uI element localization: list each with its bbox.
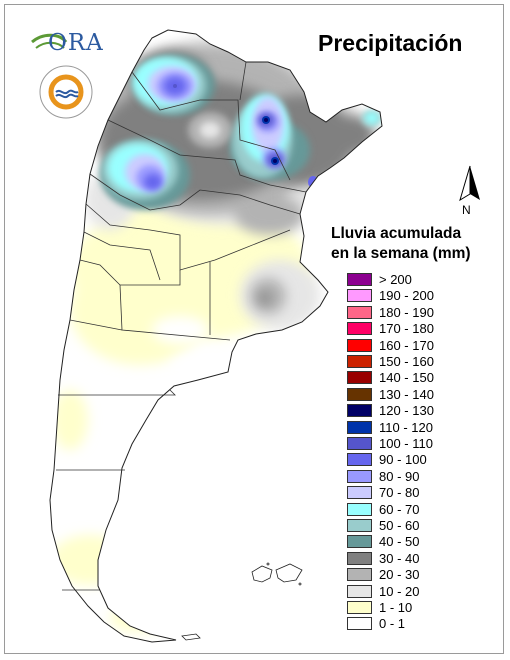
legend-label: 130 - 140 [379,386,434,402]
legend-item: 50 - 60 [347,518,497,533]
legend-swatch [347,273,372,286]
map-title: Precipitación [318,30,463,56]
legend-swatch [347,568,372,582]
legend-item: 120 - 130 [347,403,497,418]
legend-swatch [347,551,372,565]
legend-swatch [347,404,372,418]
legend-swatch [347,387,372,401]
legend-label: 190 - 200 [379,288,434,304]
legend-title-line1: Lluvia acumulada [331,225,462,242]
malvinas-islands [251,562,303,586]
legend-swatch [347,601,372,614]
legend-swatch [347,617,372,631]
legend-label: > 200 [379,272,412,287]
legend-label: 180 - 190 [379,304,434,320]
legend-label: 20 - 30 [379,567,420,583]
legend-label: 60 - 70 [379,501,420,517]
legend-swatch [347,338,372,352]
legend-item: 40 - 50 [347,534,497,549]
north-label: N [462,203,471,217]
legend-item: 160 - 170 [347,338,497,353]
legend-title: Lluvia acumulada en la semana (mm) [331,224,471,264]
legend-item: > 200 [347,272,497,287]
legend-item: 60 - 70 [347,502,497,517]
map-frame [4,4,504,654]
legend-swatch [347,486,372,500]
legend-swatch [347,584,372,598]
precipitation-fields [50,35,382,632]
legend-label: 120 - 130 [379,403,434,419]
province-borders [56,61,307,591]
legend-label: 1 - 10 [379,600,413,615]
legend-swatch [347,305,372,319]
legend-item: 10 - 20 [347,584,497,599]
north-arrow-icon [459,165,480,202]
legend-item: 170 - 180 [347,321,497,336]
legend-item: 140 - 150 [347,370,497,385]
legend-swatch [347,420,372,434]
legend-item: 0 - 1 [347,616,497,631]
legend-label: 170 - 180 [379,321,434,337]
legend-item: 90 - 100 [347,452,497,467]
legend-label: 100 - 110 [379,436,433,451]
isla-de-los-estados [181,633,201,641]
legend-label: 110 - 120 [379,419,433,435]
legend-label: 50 - 60 [379,518,420,533]
legend-label: 0 - 1 [379,616,406,632]
legend-swatch [347,437,372,450]
legend-item: 130 - 140 [347,387,497,402]
legend-swatch [347,519,372,532]
legend-item: 70 - 80 [347,485,497,500]
legend-item: 30 - 40 [347,551,497,566]
legend-label: 90 - 100 [379,452,427,468]
legend-label: 70 - 80 [379,485,420,501]
legend-swatch [347,469,372,483]
legend-label: 80 - 90 [379,468,420,484]
legend-label: 10 - 20 [379,583,420,599]
legend-swatch [347,502,372,516]
legend-label: 40 - 50 [379,534,420,550]
legend-item: 190 - 200 [347,288,497,303]
legend-swatch [347,371,372,385]
legend-swatch [347,355,372,368]
legend-swatch [347,453,372,467]
legend-label: 160 - 170 [379,337,434,353]
legend-item: 100 - 110 [347,436,497,451]
legend-label: 30 - 40 [379,550,420,566]
legend-item: 1 - 10 [347,600,497,615]
legend-item: 80 - 90 [347,469,497,484]
legend-item: 20 - 30 [347,567,497,582]
legend-label: 150 - 160 [379,354,434,369]
legend-swatch [347,322,372,336]
ora-logo [31,33,68,49]
smn-seal-logo [39,65,93,119]
legend-item: 150 - 160 [347,354,497,369]
legend-item: 110 - 120 [347,420,497,435]
ora-logo-text: ORA [48,30,104,56]
legend-title-line2: en la semana (mm) [331,245,471,262]
legend-item: 180 - 190 [347,305,497,320]
legend-swatch [347,535,372,549]
legend-swatch [347,289,372,303]
legend-label: 140 - 150 [379,370,434,386]
